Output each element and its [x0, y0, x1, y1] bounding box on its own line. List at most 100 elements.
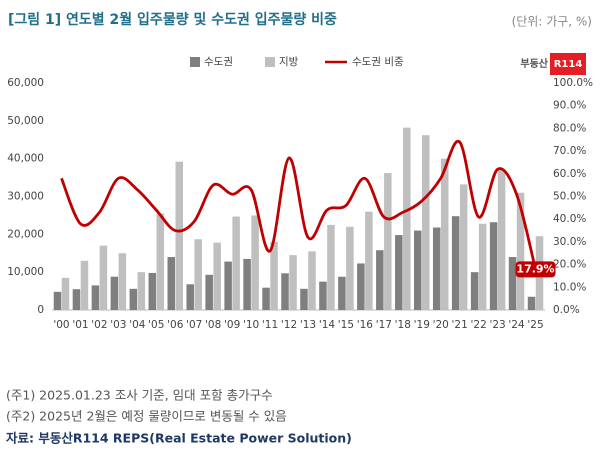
y2-tick-label: 40.0% [553, 213, 586, 225]
x-tick-label: '20 [433, 319, 449, 331]
bar [281, 273, 289, 310]
bar [489, 222, 498, 310]
bar [80, 260, 89, 310]
y2-tick-label: 30.0% [553, 236, 586, 248]
bar [205, 274, 213, 310]
bar [403, 127, 411, 310]
x-tick-label: '08 [205, 319, 221, 331]
x-tick-label: '22 [471, 319, 487, 331]
bar [319, 281, 327, 310]
bar [527, 296, 536, 310]
legend-label: 수도권 비중 [352, 56, 404, 68]
x-tick-label: '25 [527, 319, 543, 331]
bar [232, 216, 240, 310]
y-tick-label: 0 [37, 304, 44, 316]
bar [346, 226, 354, 310]
legend-swatch [190, 57, 200, 67]
x-tick-label: '00 [53, 319, 69, 331]
y2-tick-label: 0.0% [553, 304, 580, 316]
chart-title: [그림 1] 연도별 2월 입주물량 및 수도권 입주물량 비중 [8, 11, 337, 28]
bar [156, 213, 165, 310]
source: 자료: 부동산R114 REPS(Real Estate Power Solut… [6, 431, 352, 446]
bar [422, 135, 430, 310]
bar [251, 215, 259, 310]
y-tick-label: 10,000 [7, 266, 44, 278]
bar [53, 291, 62, 310]
note: (주2) 2025년 2월은 예정 물량이므로 변동될 수 있음 [6, 409, 287, 424]
line [60, 139, 537, 270]
x-tick-label: '15 [338, 319, 354, 331]
bar [110, 276, 119, 310]
bar [384, 173, 392, 310]
bar [72, 289, 81, 310]
x-tick-label: '21 [452, 319, 468, 331]
x-tick-label: '04 [129, 319, 146, 331]
bar [118, 253, 127, 310]
bar [308, 251, 316, 310]
bar [175, 161, 183, 310]
legend-swatch [265, 57, 275, 67]
note: (주1) 2025.01.23 조사 기준, 임대 포함 총가구수 [6, 388, 273, 403]
x-tick-label: '06 [167, 319, 184, 331]
y2-tick-label: 10.0% [553, 281, 586, 293]
y2-tick-label: 90.0% [553, 100, 586, 112]
x-tick-label: '13 [300, 319, 316, 331]
legend-label: 수도권 [204, 56, 233, 68]
bar [357, 263, 365, 310]
bar [478, 223, 487, 310]
bar [376, 250, 384, 310]
bar [440, 158, 449, 310]
y2-tick-label: 50.0% [553, 191, 586, 203]
bar [129, 288, 138, 310]
x-tick-label: '03 [110, 319, 126, 331]
value-label-box [515, 261, 556, 278]
bar [516, 192, 525, 310]
bar [497, 169, 506, 310]
y-tick-label: 50,000 [7, 115, 44, 127]
y2-tick-label: 100.0% [553, 77, 593, 89]
bar [289, 255, 297, 310]
x-tick-label: '12 [281, 319, 297, 331]
bar [91, 285, 100, 310]
bar [395, 235, 403, 310]
bar [224, 261, 232, 310]
bar [327, 224, 335, 310]
x-tick-label: '18 [395, 319, 411, 331]
x-tick-label: '24 [508, 319, 525, 331]
x-tick-label: '16 [357, 319, 374, 331]
x-tick-label: '09 [224, 319, 240, 331]
x-tick-label: '01 [72, 319, 88, 331]
x-tick-label: '19 [414, 319, 430, 331]
bar [137, 272, 146, 310]
bar [148, 272, 157, 310]
bar [508, 257, 517, 310]
y2-tick-label: 80.0% [553, 122, 586, 134]
bar [451, 216, 460, 310]
logo-badge-text: R114 [554, 59, 583, 70]
bar [213, 242, 221, 310]
bar [459, 184, 468, 310]
bar [300, 288, 308, 310]
y-tick-label: 60,000 [7, 77, 44, 89]
bar [270, 241, 278, 310]
y2-tick-label: 20.0% [553, 259, 586, 271]
unit-label: (단위: 가구, %) [512, 15, 592, 29]
bar [414, 230, 422, 310]
y-tick-label: 20,000 [7, 228, 44, 240]
logo-badge [550, 53, 586, 75]
y-tick-label: 40,000 [7, 153, 44, 165]
value-label: 17.9% [516, 262, 554, 275]
x-tick-label: '23 [489, 319, 505, 331]
bar [338, 276, 346, 310]
bar [365, 211, 373, 310]
bar [167, 257, 175, 310]
x-tick-label: '11 [262, 319, 278, 331]
x-tick-label: '02 [91, 319, 107, 331]
y2-tick-label: 70.0% [553, 145, 586, 157]
x-tick-label: '07 [186, 319, 202, 331]
bar [186, 284, 194, 310]
bar [99, 245, 108, 310]
bar [61, 277, 70, 310]
